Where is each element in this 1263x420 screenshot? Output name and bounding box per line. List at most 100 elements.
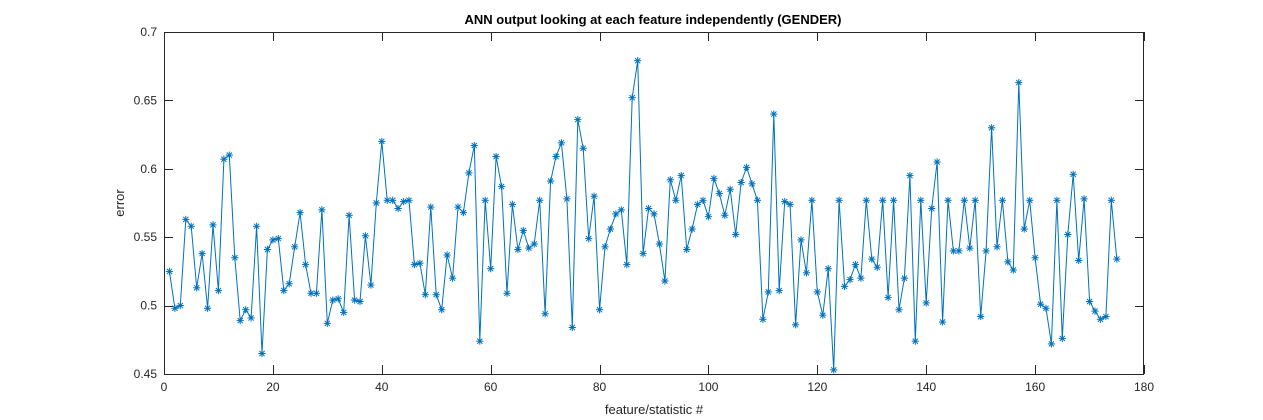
data-point xyxy=(263,245,271,254)
x-tick-label: 180 xyxy=(1134,380,1154,394)
data-point xyxy=(645,204,653,213)
data-point xyxy=(334,295,342,303)
y-tick-label: 0.55 xyxy=(134,230,158,244)
data-point xyxy=(721,211,729,219)
data-point xyxy=(824,265,832,273)
data-point xyxy=(351,296,359,304)
data-point xyxy=(427,203,435,211)
data-point xyxy=(911,337,919,345)
data-point xyxy=(182,215,190,223)
data-point xyxy=(623,261,631,269)
y-tick-label: 0.6 xyxy=(140,162,157,176)
data-point xyxy=(1020,225,1028,233)
data-point xyxy=(481,196,489,204)
data-point xyxy=(552,152,560,161)
data-point xyxy=(917,196,925,204)
data-point xyxy=(933,158,941,166)
x-tick-label: 60 xyxy=(484,380,498,394)
data-point xyxy=(1042,304,1050,312)
y-tick-label: 0.7 xyxy=(140,25,157,39)
data-point xyxy=(988,124,996,132)
data-point xyxy=(476,337,484,345)
data-point xyxy=(557,139,565,147)
data-point xyxy=(1031,254,1039,262)
data-point xyxy=(590,192,598,200)
data-point xyxy=(596,306,604,314)
data-point xyxy=(764,288,772,296)
data-point xyxy=(601,243,609,251)
data-point xyxy=(792,321,800,329)
data-point xyxy=(851,261,859,269)
data-point xyxy=(525,244,533,252)
data-point xyxy=(541,310,549,318)
data-point xyxy=(873,263,881,271)
data-point xyxy=(187,222,195,230)
data-point xyxy=(737,178,745,187)
data-point xyxy=(193,284,201,292)
data-point xyxy=(165,267,173,275)
data-point xyxy=(748,180,756,188)
data-point xyxy=(1086,297,1094,306)
data-point xyxy=(443,251,451,259)
data-point xyxy=(890,196,898,204)
data-point xyxy=(661,277,669,285)
data-point xyxy=(770,110,778,118)
data-point xyxy=(1015,79,1023,87)
data-point xyxy=(454,203,462,211)
data-point xyxy=(944,196,952,204)
data-point xyxy=(204,304,212,312)
data-point xyxy=(231,254,239,262)
data-point xyxy=(868,255,876,263)
data-point xyxy=(819,311,827,319)
data-point xyxy=(977,312,985,321)
axis-ticks xyxy=(164,32,1145,375)
data-point xyxy=(487,265,495,273)
data-point xyxy=(312,289,320,297)
data-point xyxy=(563,195,571,203)
data-point xyxy=(372,199,380,207)
data-point xyxy=(759,315,767,323)
data-point xyxy=(340,308,348,316)
data-point xyxy=(547,177,555,185)
data-point xyxy=(514,245,522,254)
data-point xyxy=(1037,300,1045,308)
x-tick-label: 120 xyxy=(807,380,827,394)
data-point xyxy=(394,204,402,213)
data-point xyxy=(519,226,527,234)
y-tick-label: 0.45 xyxy=(134,367,158,381)
data-point xyxy=(465,169,473,177)
data-point xyxy=(781,198,789,206)
data-point xyxy=(786,200,794,208)
data-point xyxy=(884,293,892,301)
data-point xyxy=(503,289,511,297)
data-point xyxy=(291,243,299,251)
data-point xyxy=(1096,315,1104,323)
data-point xyxy=(530,240,538,248)
data-point xyxy=(906,172,914,180)
data-point xyxy=(405,196,413,204)
data-point xyxy=(922,299,930,307)
data-point xyxy=(672,196,680,204)
x-tick-label: 160 xyxy=(1025,380,1045,394)
data-point xyxy=(280,287,288,295)
data-point xyxy=(1080,195,1088,203)
data-point xyxy=(966,244,974,252)
data-point xyxy=(214,287,222,295)
y-axis-label: error xyxy=(112,189,127,217)
data-point xyxy=(568,323,576,332)
data-point xyxy=(813,288,821,296)
x-tick-label: 20 xyxy=(266,380,280,394)
data-point xyxy=(862,196,870,204)
data-point xyxy=(253,222,261,230)
data-point xyxy=(998,196,1006,204)
data-point xyxy=(176,302,184,310)
plot-area: 0 20 40 60 80 100 120 140 160 180 0.45 0.5 0.55 0.6 0.… xyxy=(134,25,1155,394)
x-tick-label: 140 xyxy=(916,380,936,394)
data-point xyxy=(802,269,810,277)
data-point xyxy=(209,221,217,229)
data-point xyxy=(743,163,751,171)
data-point xyxy=(449,274,457,282)
x-axis-label: feature/statistic # xyxy=(605,402,704,417)
series-markers xyxy=(165,57,1121,374)
data-point xyxy=(710,174,718,182)
